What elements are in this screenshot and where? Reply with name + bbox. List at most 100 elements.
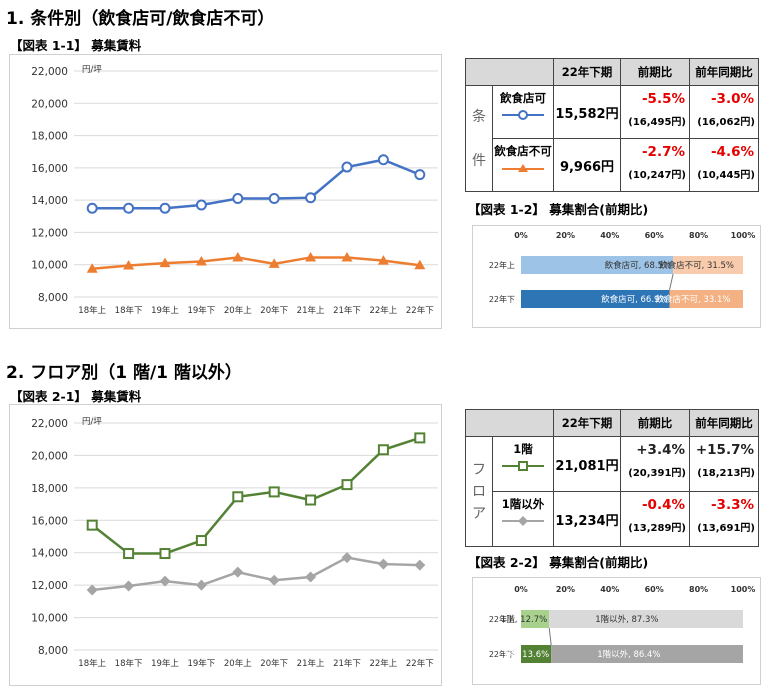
data-point [268, 486, 280, 498]
x-tick-label: 21年上 [297, 305, 325, 316]
y-category-label: 22年上 [489, 260, 515, 270]
y-tick-label: 16,000 [31, 515, 68, 527]
legend-triangle-icon [502, 164, 544, 172]
data-point [232, 491, 244, 503]
x-tick-label: 18年上 [78, 305, 106, 316]
data-point [123, 202, 135, 214]
fig-2-2-label: 【図表 2-2】 募集割合(前期比) [468, 555, 649, 570]
x-tick-label: 22年下 [406, 305, 434, 316]
bar-segment [551, 645, 743, 663]
header-qoq: 前期比 [620, 409, 690, 437]
x-tick-label: 100% [731, 585, 756, 594]
data-point [232, 251, 244, 262]
header-yoy: 前年同期比 [689, 58, 759, 86]
data-point [86, 584, 98, 596]
section2-title: 2. フロア別（1 階/1 階以外） [6, 363, 242, 383]
x-tick-label: 18年下 [115, 658, 143, 669]
header-yoy: 前年同期比 [689, 409, 759, 437]
x-tick-label: 19年上 [151, 658, 179, 669]
y-tick-label: 22,000 [31, 418, 68, 430]
condition-cell: 1階 [492, 436, 554, 492]
x-tick-label: 60% [645, 585, 664, 594]
table-1: 22年下期 前期比 前年同期比 条件 飲食店可 15,582円 -5.5% (16… [465, 58, 759, 192]
data-point [195, 255, 207, 266]
connector-line [669, 273, 674, 291]
y-tick-label: 8,000 [38, 645, 68, 657]
section1-title: 1. 条件別（飲食店可/飲食店不可） [6, 9, 275, 29]
data-point [86, 202, 98, 214]
y-tick-label: 16,000 [31, 163, 68, 175]
data-label: 飲食店不可, 33.1% [656, 294, 731, 305]
data-point [195, 199, 207, 211]
yoy-cell: +15.7% (18,213円) [689, 436, 759, 492]
data-point [123, 580, 135, 592]
fig-2-1-label: 【図表 2-1】 募集賃料 [10, 389, 142, 404]
yoy-cell: -4.6% (10,445円) [689, 138, 759, 192]
y-tick-label: 20,000 [31, 450, 68, 462]
data-point [268, 193, 280, 205]
data-point [195, 579, 207, 591]
x-tick-label: 20年上 [224, 305, 252, 316]
data-point [341, 161, 353, 173]
data-label: 飲食店不可, 31.5% [659, 260, 734, 271]
legend-square-icon [502, 461, 544, 471]
y-tick-label: 20,000 [31, 98, 68, 110]
data-point [414, 169, 426, 181]
data-label: 1階, 13.6% [503, 649, 549, 660]
data-point [159, 548, 171, 560]
data-point [305, 251, 317, 262]
y-tick-label: 12,000 [31, 227, 68, 239]
y-category-label: 22年上 [489, 614, 515, 624]
data-point [305, 192, 317, 204]
data-point [377, 154, 389, 166]
y-unit-label: 円/坪 [82, 65, 102, 75]
x-tick-label: 20% [556, 585, 575, 594]
data-point [268, 258, 280, 268]
data-point [195, 535, 207, 547]
data-point [268, 574, 280, 586]
bar-segment [669, 290, 743, 308]
table-row: 条件 飲食店可 15,582円 -5.5% (16,495円) -3.0% (16,… [465, 85, 759, 192]
y-tick-label: 10,000 [31, 613, 68, 625]
x-tick-label: 21年上 [297, 658, 325, 669]
x-tick-label: 20年上 [224, 658, 252, 669]
x-tick-label: 22年下 [406, 658, 434, 669]
group-label: 条件 [465, 85, 493, 192]
x-tick-label: 20% [556, 231, 575, 240]
data-point [159, 202, 171, 214]
chart-2-1: 8,000 10,000 12,000 14,000 16,000 18,000 20,00… [9, 404, 442, 686]
data-point [86, 263, 98, 273]
qoq-cell: -5.5% (16,495円) [620, 85, 690, 139]
x-tick-label: 18年下 [115, 305, 143, 316]
chart-1-1: 8,000 10,000 12,000 14,000 16,000 18,000 20,00… [9, 54, 442, 329]
x-tick-label: 40% [600, 231, 619, 240]
chart-1-2: 0% 20% 40% 60% 80% 100% 22年上 飲食店可, 68.5% 飲食店不可, … [472, 225, 761, 328]
condition-cell: 飲食店可 [492, 85, 554, 139]
x-tick-label: 0% [514, 585, 528, 594]
y-tick-label: 8,000 [38, 292, 68, 304]
data-point [341, 552, 353, 564]
table-row: 飲食店不可 9,966円 -2.7% (10,247円) -4.6% (10,445… [466, 138, 759, 192]
yoy-cell: -3.0% (16,062円) [689, 85, 759, 139]
x-tick-label: 80% [689, 585, 708, 594]
x-tick-label: 0% [514, 231, 528, 240]
x-tick-label: 19年下 [187, 305, 215, 316]
x-tick-label: 21年下 [333, 305, 361, 316]
y-tick-label: 14,000 [31, 195, 68, 207]
x-tick-label: 40% [600, 585, 619, 594]
data-point [377, 558, 389, 570]
data-label: 飲食店可, 68.5% [605, 260, 671, 271]
data-point [232, 193, 244, 205]
header-qoq: 前期比 [620, 58, 690, 86]
bar-segment [521, 290, 670, 308]
data-point [86, 519, 98, 531]
data-point [341, 251, 353, 262]
data-point [305, 571, 317, 583]
table-corner [465, 58, 554, 86]
series-line [92, 256, 420, 270]
y-category-label: 22年下 [489, 294, 515, 304]
data-point [341, 479, 353, 491]
bar-segment [549, 610, 743, 628]
qoq-cell: -0.4% (13,289円) [620, 491, 690, 547]
chart-2-2: 0% 20% 40% 60% 80% 100% 22年上 1階, 12.7% 1階以外, 87.… [472, 577, 761, 685]
